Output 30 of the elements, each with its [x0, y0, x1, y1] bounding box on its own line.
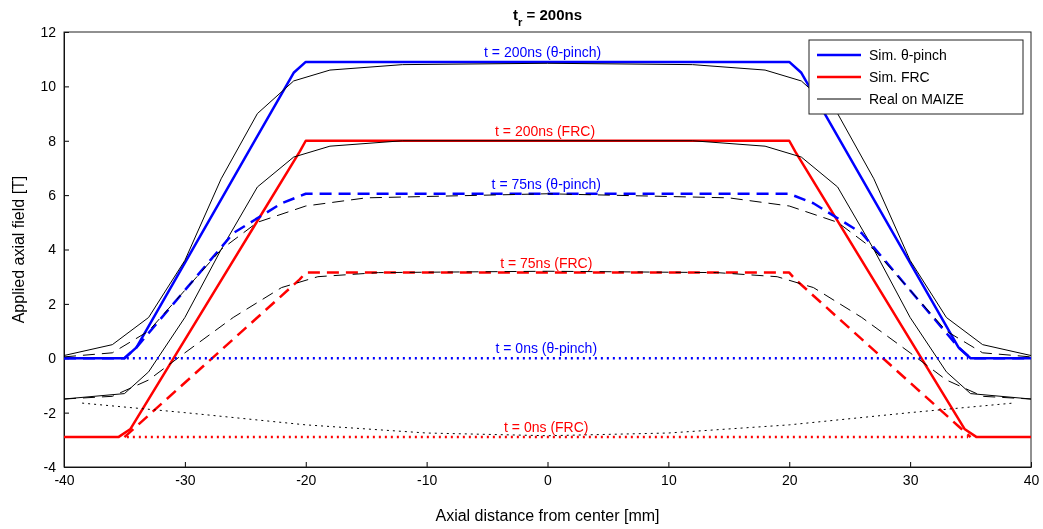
y-tick-label: -2: [43, 404, 57, 421]
y-tick-label: 12: [40, 23, 57, 40]
x-tick-label: 20: [781, 471, 798, 488]
x-tick-label: 0: [544, 471, 553, 488]
x-tick-label: -30: [175, 471, 196, 488]
y-tick-label: 0: [48, 350, 57, 367]
legend-label: Sim. θ-pinch: [869, 47, 947, 63]
y-tick-label: 2: [48, 295, 57, 312]
y-tick-label: 4: [48, 241, 57, 258]
x-tick-label: 10: [661, 471, 677, 488]
y-tick-label: 6: [48, 187, 57, 204]
annotation: t = 200ns (θ-pinch): [484, 43, 602, 60]
annotation: t = 75ns (θ-pinch): [491, 175, 601, 192]
chart-title: t$_{r}$ = 200ns: [512, 6, 583, 28]
x-tick-label: -40: [54, 471, 75, 488]
x-tick-label: 30: [902, 471, 919, 488]
y-tick-label: 10: [40, 78, 57, 95]
x-tick-label: -10: [417, 471, 438, 488]
annotation: t = 0ns (θ-pinch): [495, 340, 598, 357]
legend-label: Real on MAIZE: [869, 91, 964, 107]
x-tick-label: 40: [1023, 471, 1040, 488]
annotation: t = 75ns (FRC): [500, 254, 593, 271]
annotation: t = 200ns (FRC): [495, 122, 596, 139]
x-axis-title: Axial distance from center [mm]: [435, 507, 660, 524]
y-tick-label: 8: [48, 132, 57, 149]
x-tick-label: -20: [296, 471, 317, 488]
annotation: t = 0ns (FRC): [504, 419, 589, 436]
y-tick-label: -4: [43, 458, 57, 475]
legend-label: Sim. FRC: [869, 69, 930, 85]
y-axis-title: Applied axial field [T]: [10, 175, 27, 324]
